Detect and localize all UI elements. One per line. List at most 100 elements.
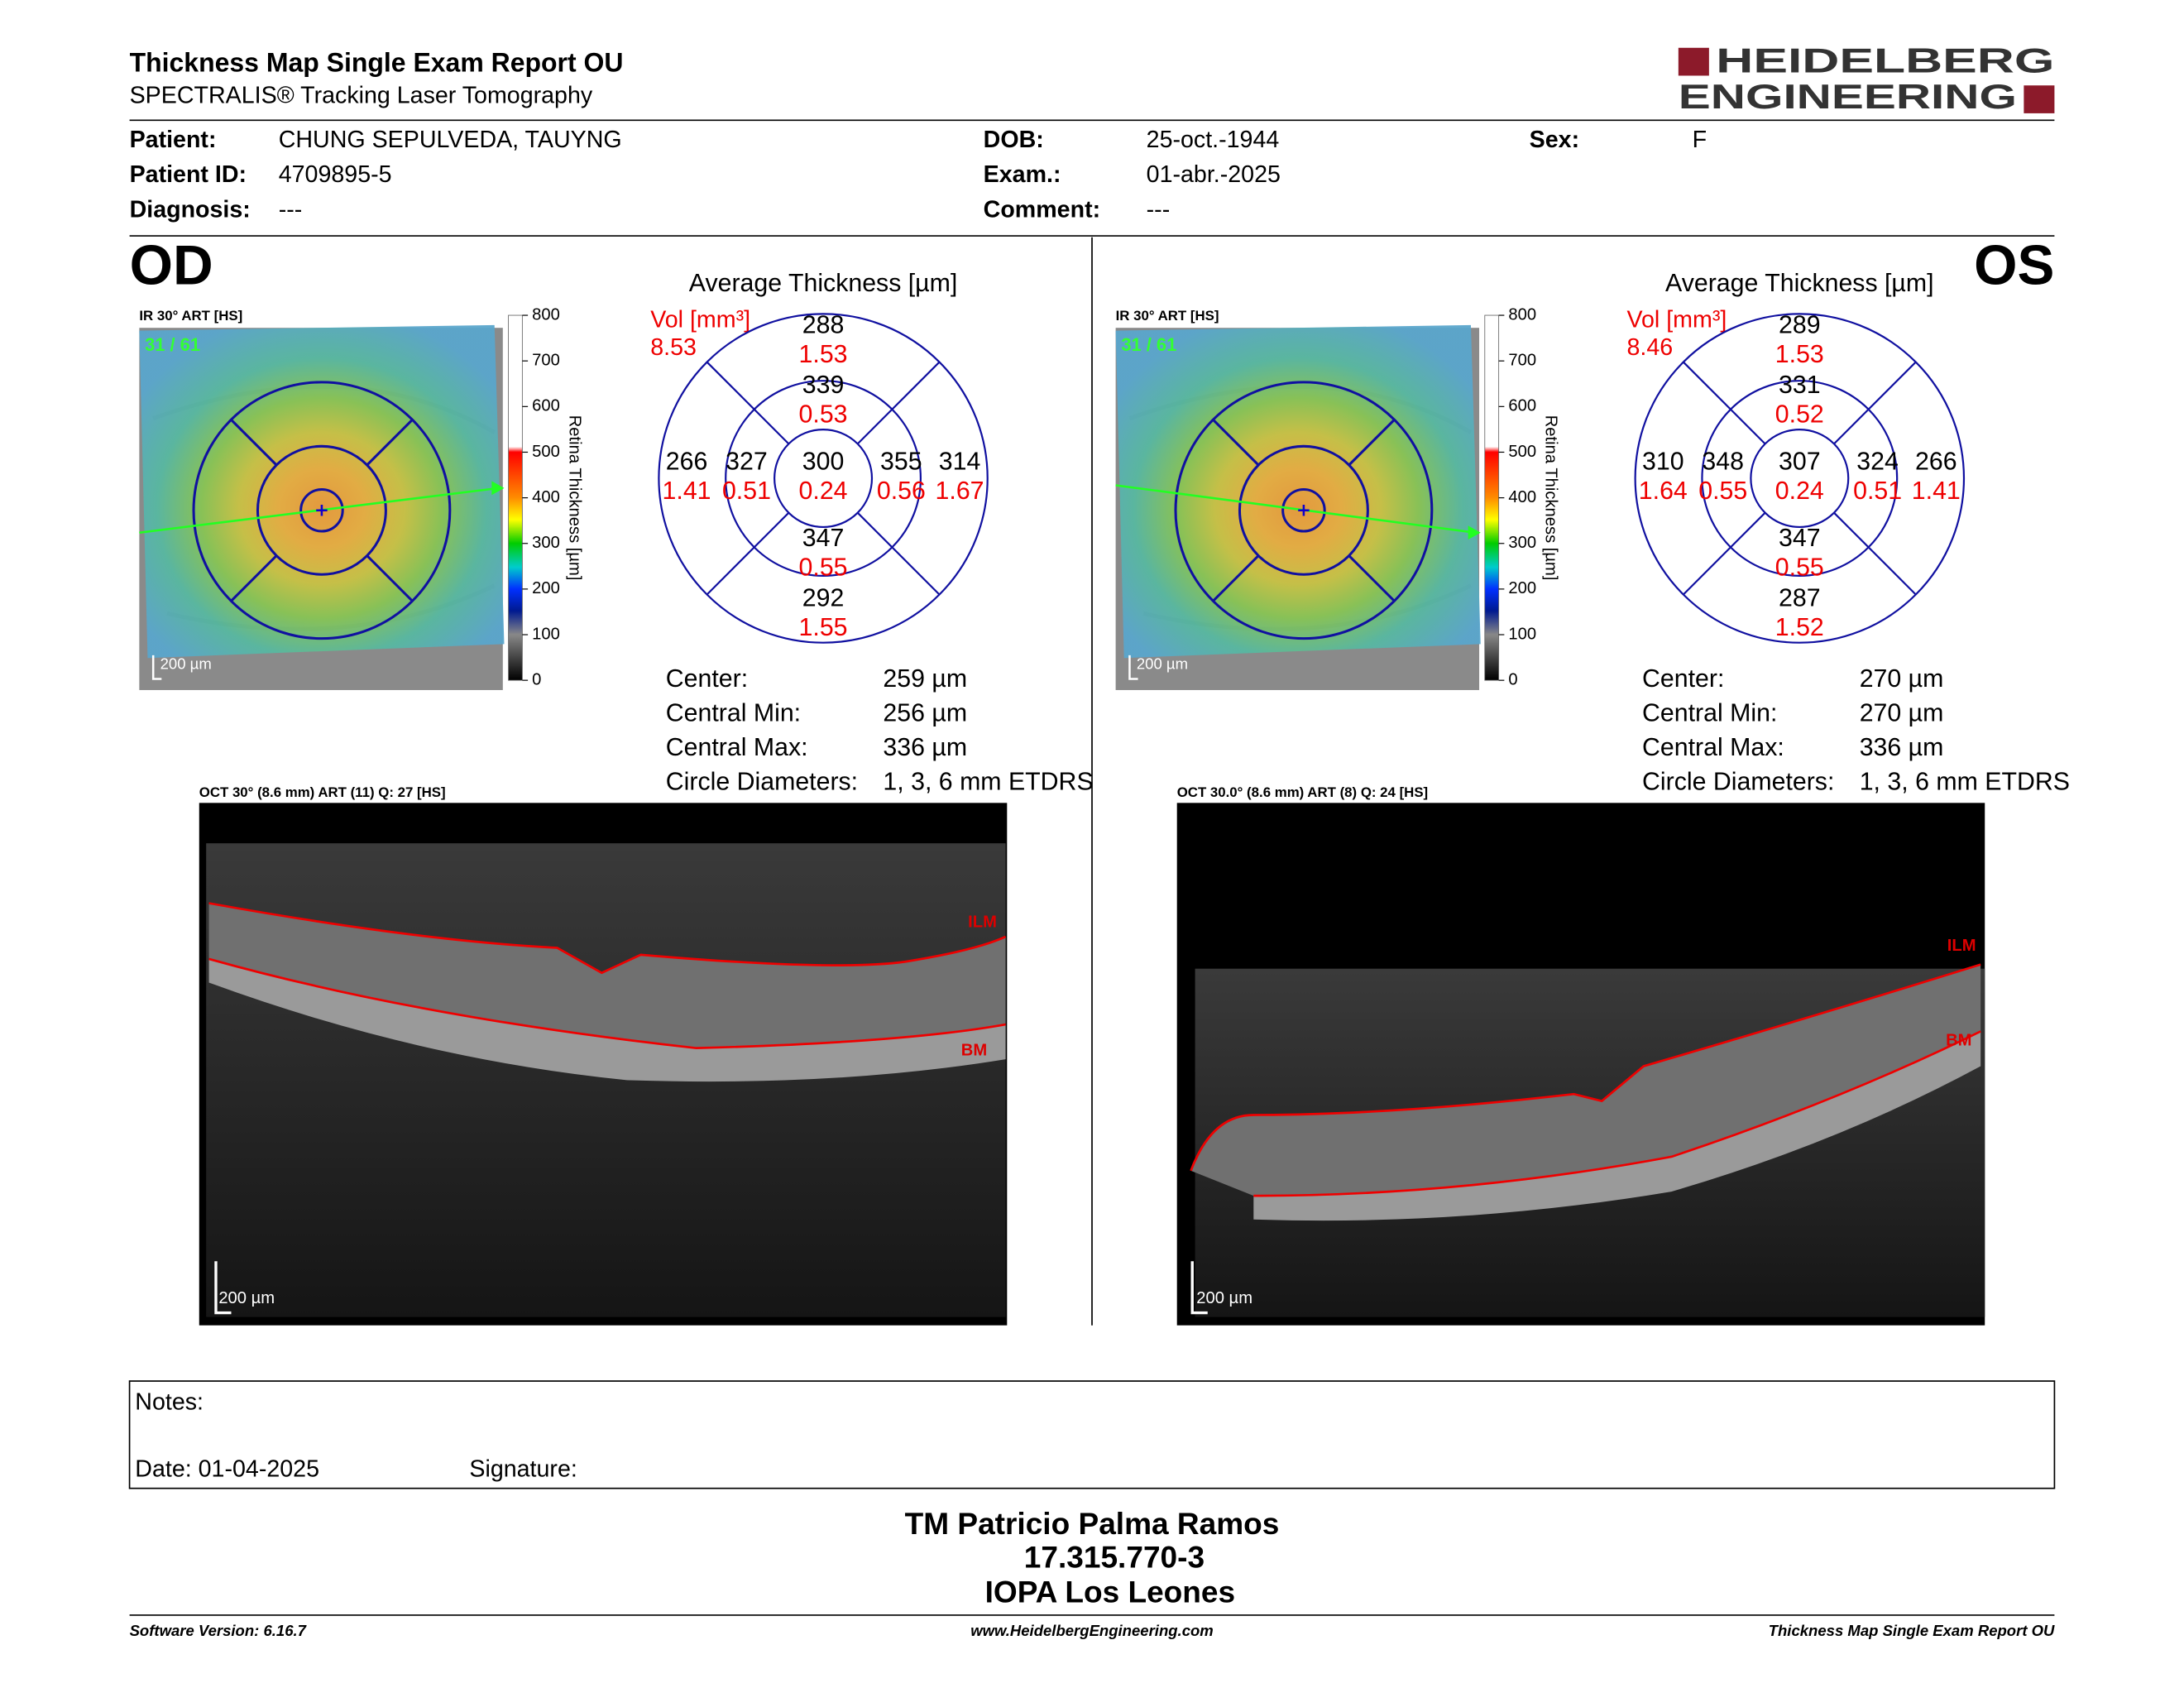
sector-volume: 0.55 [1698, 477, 1747, 505]
total-volume: 8.46 [1627, 334, 1674, 361]
stat-value: 256 µm [883, 700, 967, 727]
colorbar-tick-label: 700 [532, 352, 560, 370]
oct-scale-label: 200 µm [1196, 1289, 1252, 1307]
etdrs-circle [1701, 380, 1899, 577]
scan-arrow [1468, 525, 1481, 540]
patient-value: 25-oct.-1944 [1147, 127, 1280, 153]
sector-volume: 0.55 [799, 554, 848, 581]
eye-panel: OD IR 30° ART [HS] 31 / 61 200 µm 800 700 600 5… [130, 234, 1094, 1307]
ir-label: IR 30° ART [HS] [139, 308, 242, 324]
logo-text: ENGINEERING [1679, 77, 2017, 116]
etdrs-spoke [706, 511, 790, 596]
grid-circle [1174, 381, 1434, 640]
grid-spoke [230, 554, 278, 602]
sector-volume: 0.53 [799, 400, 848, 428]
patient-label: Sex: [1530, 127, 1579, 153]
logo-square [1678, 47, 1709, 76]
sector-volume: 0.24 [799, 477, 848, 505]
frame-count: 31 / 61 [1121, 334, 1176, 355]
sector-thickness: 355 [880, 448, 922, 476]
colorbar [508, 314, 523, 681]
scan-arrow [491, 481, 505, 496]
colorbar-title: Retina Thickness [µm] [1542, 415, 1560, 581]
oct-retina [208, 903, 1006, 1048]
etdrs-spoke [856, 511, 941, 596]
etdrs-spoke [856, 361, 941, 445]
avg-title: Average Thickness [µm] [689, 270, 958, 297]
vol-label: Vol [mm³] [650, 306, 750, 333]
colorbar-tick-label: 0 [1508, 671, 1517, 689]
etdrs-spoke [1833, 361, 1917, 445]
sector-volume: 1.41 [663, 477, 711, 505]
colorbar [1484, 314, 1500, 681]
stat-value: 259 µm [883, 665, 967, 693]
etdrs-spoke [1833, 511, 1917, 596]
signer-line: IOPA Los Leones [985, 1574, 1235, 1609]
sector-volume: 0.51 [1853, 477, 1902, 505]
sector-thickness: 300 [802, 448, 845, 476]
sector-volume: 0.56 [877, 477, 926, 505]
footer-center: www.HeidelbergEngineering.com [970, 1622, 1214, 1639]
patient-value: 4709895-5 [279, 161, 392, 188]
sector-volume: 1.52 [1775, 614, 1824, 641]
etdrs-circle [1634, 313, 1966, 644]
footer-left: Software Version: 6.16.7 [130, 1622, 308, 1639]
grid-spoke [1348, 419, 1396, 467]
bm-line [1253, 1030, 1981, 1197]
ilm-label: ILM [968, 913, 997, 931]
colorbar-tick-label: 100 [532, 625, 560, 643]
grid-circle [1238, 444, 1369, 576]
bm-line [208, 957, 1006, 1050]
sector-thickness: 339 [802, 372, 845, 399]
grid-circle [192, 381, 452, 640]
eye-label: OD [130, 234, 213, 296]
grid-spoke [230, 419, 278, 467]
patient-label: Patient: [130, 127, 217, 153]
notes-date: Date: 01-04-2025 [135, 1455, 319, 1482]
colorbar-tick-label: 300 [532, 534, 560, 552]
oct-os [1176, 803, 1985, 1326]
avg-title: Average Thickness [µm] [1665, 270, 1933, 297]
sector-thickness: 266 [1915, 448, 1957, 476]
grid-circle [299, 487, 344, 533]
colorbar-tick-label: 600 [532, 397, 560, 415]
grid-spoke [366, 554, 414, 602]
etdrs-spoke [1683, 361, 1766, 445]
etdrs-spoke [1683, 511, 1766, 596]
ilm-label: ILM [1947, 937, 1976, 955]
colorbar-tick-label: 400 [532, 488, 560, 506]
sector-thickness: 288 [802, 312, 845, 339]
etdrs-circle [774, 429, 874, 529]
patient-value: --- [1147, 196, 1171, 223]
fovea-mark [316, 505, 328, 516]
patient-value: 01-abr.-2025 [1147, 161, 1281, 188]
oct-label: OCT 30.0° (8.6 mm) ART (8) Q: 24 [HS] [1177, 784, 1428, 800]
etdrs-circle [725, 380, 922, 577]
sector-thickness: 307 [1779, 448, 1821, 476]
grid-circle [1281, 487, 1326, 533]
scale-bar-label: 200 µm [1137, 655, 1188, 673]
signer-line: TM Patricio Palma Ramos [905, 1506, 1280, 1541]
sector-thickness: 347 [1779, 525, 1821, 552]
colorbar-tick-label: 500 [1508, 443, 1536, 461]
grid-spoke [1212, 419, 1260, 467]
sector-thickness: 287 [1779, 585, 1821, 612]
footer-right: Thickness Map Single Exam Report OU [1769, 1622, 2055, 1639]
sector-volume: 1.53 [799, 341, 848, 368]
colorbar-tick-label: 500 [532, 443, 560, 461]
colorbar-tick-label: 0 [532, 671, 541, 689]
bm-label: BM [1946, 1032, 1971, 1050]
thickness-map [1115, 324, 1481, 659]
bm-label: BM [961, 1041, 987, 1059]
oct-scale-bar [214, 1261, 232, 1315]
stat-label: Circle Diameters: [1642, 768, 1834, 795]
signer-line: 17.315.770-3 [1024, 1539, 1205, 1574]
thickness-map [139, 324, 505, 659]
oct-rpe [1253, 1031, 1981, 1221]
ilm-line [1190, 963, 1981, 1172]
scale-bar [151, 655, 162, 680]
sector-thickness: 348 [1702, 448, 1744, 476]
patient-label: Exam.: [984, 161, 1061, 188]
patient-label: DOB: [984, 127, 1044, 153]
